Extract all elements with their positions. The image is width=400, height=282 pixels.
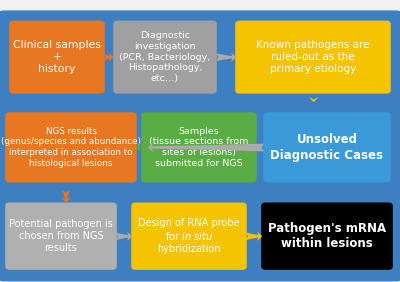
Text: Potential pathogen is
chosen from NGS
results: Potential pathogen is chosen from NGS re… xyxy=(9,219,113,253)
FancyBboxPatch shape xyxy=(5,112,137,182)
FancyBboxPatch shape xyxy=(141,112,257,182)
FancyBboxPatch shape xyxy=(0,190,400,281)
FancyBboxPatch shape xyxy=(5,202,117,270)
Text: Design of RNA probe
for $\it{in\ situ}$
hybridization: Design of RNA probe for $\it{in\ situ}$ … xyxy=(138,218,240,254)
FancyBboxPatch shape xyxy=(113,21,217,94)
FancyBboxPatch shape xyxy=(0,10,400,102)
Text: Clinical samples
+
history: Clinical samples + history xyxy=(13,40,101,74)
FancyBboxPatch shape xyxy=(235,21,391,94)
Text: Samples
(tissue sections from
sites of lesions)
submitted for NGS: Samples (tissue sections from sites of l… xyxy=(149,127,249,168)
FancyBboxPatch shape xyxy=(263,112,391,182)
Text: NGS results
(genus/species and abundance)
interpreted in association to
histolog: NGS results (genus/species and abundance… xyxy=(1,127,141,168)
Text: Diagnostic
investigation
(PCR, Bacteriology,
Histopathology,
etc…): Diagnostic investigation (PCR, Bacteriol… xyxy=(119,31,211,83)
Text: Pathogen's mRNA
within lesions: Pathogen's mRNA within lesions xyxy=(268,222,386,250)
FancyBboxPatch shape xyxy=(0,101,400,193)
Text: Unsolved
Diagnostic Cases: Unsolved Diagnostic Cases xyxy=(270,133,384,162)
Text: Known pathogens are
ruled-out as the
primary etiology: Known pathogens are ruled-out as the pri… xyxy=(256,40,370,74)
FancyBboxPatch shape xyxy=(9,21,105,94)
FancyBboxPatch shape xyxy=(131,202,247,270)
FancyBboxPatch shape xyxy=(261,202,393,270)
